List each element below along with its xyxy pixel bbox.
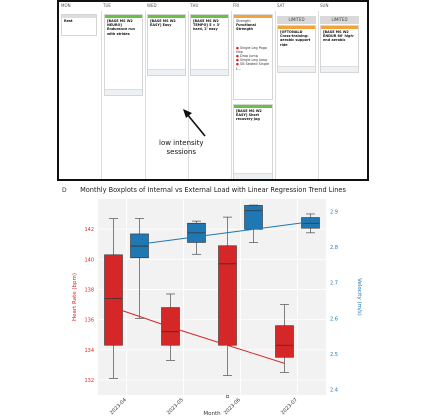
card-band (62, 15, 96, 18)
rest-label: Rest (64, 19, 73, 23)
y-left-tick-label: 134 (84, 348, 94, 354)
annotation-text: low intensity sessions (159, 139, 204, 157)
card-footer (321, 66, 358, 72)
workout-card[interactable]: [BASE MS W2 ENDUR 60' high-end aerobic (320, 25, 359, 73)
workout-title: [OFTONALD Cross-training: aerobic suppor… (280, 30, 311, 47)
calendar-column-divider (231, 11, 232, 179)
day-header-tue: TUE (103, 3, 111, 8)
calendar-column-divider (275, 11, 276, 179)
strength-card[interactable]: Strength Functional Strength ● Single Le… (233, 14, 273, 100)
outlier-point (225, 394, 230, 399)
box (161, 307, 180, 346)
calendar-column-divider (188, 11, 189, 179)
calendar-column-divider (318, 11, 319, 179)
day-header-fri: FRI (233, 3, 240, 8)
rest-card[interactable]: Rest (61, 14, 97, 36)
card-footer (278, 66, 315, 72)
limited-badge: LIMITED (320, 16, 359, 24)
y-left-tick-label: 138 (84, 287, 94, 293)
x-tick-label: 2023-05 (166, 397, 185, 416)
card-footer (234, 173, 272, 179)
x-tick-label: 2023-06 (223, 397, 242, 416)
card-band (191, 15, 228, 18)
panel-label: D (62, 187, 67, 194)
y-left-tick-label: 132 (84, 378, 94, 384)
strength-title: Functional Strength (236, 23, 256, 32)
card-band (234, 105, 272, 108)
card-band (278, 26, 315, 29)
plot-area (98, 199, 326, 395)
exercise-dot-icon: ● (236, 45, 239, 50)
workout-card[interactable]: [BASE MS W2 EASY] Easy (147, 14, 186, 76)
annotation-line1: low intensity (159, 139, 204, 147)
calendar-column-divider (145, 11, 146, 179)
calendar-column-divider (101, 11, 102, 179)
workout-title: [BASE MS W2 EASY] Easy (150, 19, 176, 28)
workout-title: [BASE MS W2 NEURO] Endurance run with st… (107, 19, 135, 36)
training-calendar-screenshot: MON TUE WED THU FRI SAT SUN Rest [BASE M… (57, 0, 369, 181)
x-tick-label: 2023-07 (280, 397, 299, 416)
exercise-item: ● Single Leg Jump (236, 58, 270, 62)
box (104, 254, 123, 346)
day-header-wed: WED (147, 3, 157, 8)
exercise-label: SB Seated Single L... (236, 62, 269, 71)
day-header-sun: SUN (320, 3, 329, 8)
workout-card[interactable]: [BASE MS W2 EASY] Short recovery jog (233, 104, 273, 179)
y-right-tick-label: 2.7 (330, 281, 338, 287)
annotation-line2: sessions (166, 148, 197, 156)
card-footer (105, 89, 142, 95)
limited-badge: LIMITED (277, 16, 316, 24)
trend-line (139, 221, 311, 245)
exercise-item: ● Single Leg Pogo Hop (236, 46, 270, 54)
exercise-label: Single Leg Jump (240, 58, 268, 63)
y-left-tick-label: 142 (84, 227, 94, 233)
workout-card[interactable]: [BASE MS W2 NEURO] Endurance run with st… (104, 14, 143, 96)
workout-title: [BASE MS W2 ENDUR 60' high-end aerobic (323, 30, 355, 43)
y-right-tick-label: 2.8 (330, 245, 338, 251)
y-right-tick-label: 2.6 (330, 316, 338, 322)
y-left-tick-label: 136 (84, 318, 94, 324)
day-header-thu: THU (190, 3, 199, 8)
y-right-tick-label: 2.5 (330, 352, 338, 358)
strength-label: Strength (236, 19, 251, 23)
exercise-dot-icon: ● (236, 62, 239, 67)
card-band (234, 15, 272, 18)
workout-card[interactable]: [BASE MS W2 TEMPO] 5 × 3' hard, 2' easy (190, 14, 229, 76)
boxplot-chart: D Monthly Boxplots of Internal vs Extern… (62, 186, 362, 417)
box (244, 205, 263, 230)
y-axis-left-label: Heart Rate (bpm) (72, 273, 78, 321)
day-header-sat: SAT (277, 3, 285, 8)
workout-title: [BASE MS W2 EASY] Short recovery jog (236, 109, 262, 122)
card-footer (148, 69, 185, 75)
exercise-item: ● Drop Jump (236, 54, 270, 58)
y-right-tick-label: 2.9 (330, 209, 338, 215)
exercise-item: ● SB Seated Single L... (236, 62, 270, 70)
card-band (321, 26, 358, 29)
y-right-tick-label: 2.4 (330, 388, 338, 394)
card-band (148, 15, 185, 18)
chart-title: Monthly Boxplots of Internal vs External… (80, 186, 346, 194)
day-header-mon: MON (61, 3, 71, 8)
trend-line (113, 307, 285, 364)
exercise-label: Single Leg Pogo Hop (236, 45, 267, 54)
exercise-dot-icon: ● (236, 54, 239, 59)
x-axis-label: Month (203, 411, 221, 417)
exercise-label: Drop Jump (240, 54, 258, 59)
card-footer (191, 69, 228, 75)
exercise-dot-icon: ● (236, 58, 239, 63)
workout-title: [BASE MS W2 TEMPO] 5 × 3' hard, 2' easy (193, 19, 221, 32)
box (275, 325, 294, 358)
y-axis-right-label: Velocity (m/s) (356, 278, 362, 316)
annotation-arrow-icon (183, 109, 206, 137)
workout-card[interactable]: [OFTONALD Cross-training: aerobic suppor… (277, 25, 316, 73)
box (218, 245, 237, 346)
y-left-tick-label: 140 (84, 257, 94, 263)
x-tick-label: 2023-04 (109, 397, 128, 416)
card-band (105, 15, 142, 18)
